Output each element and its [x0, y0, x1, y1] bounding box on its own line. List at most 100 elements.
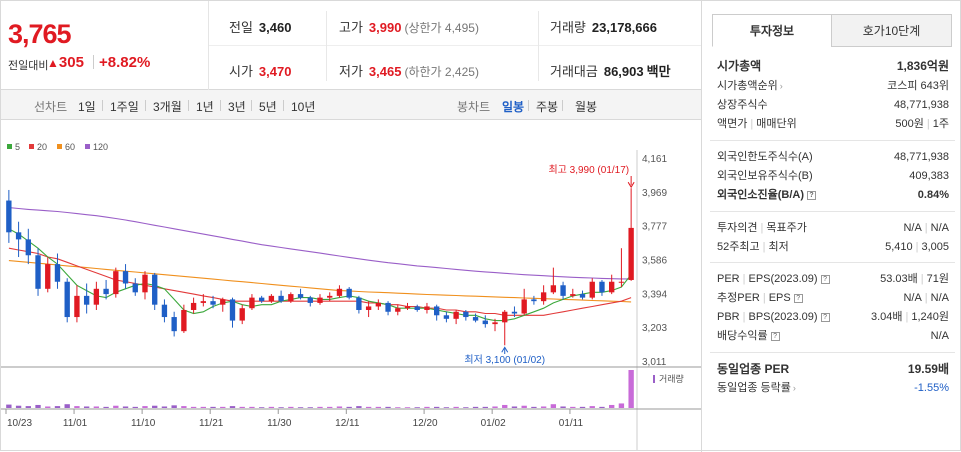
tab-investment-info[interactable]: 투자정보 [712, 14, 832, 47]
current-price-box: 3,765 전일대비 ▲305 +8.82% [1, 1, 209, 90]
candle-body [336, 288, 343, 296]
volume-bar [424, 406, 430, 408]
candle-body [453, 311, 459, 319]
volume-bar [609, 404, 615, 408]
divider [283, 100, 284, 111]
help-icon[interactable]: ? [770, 331, 780, 341]
candle-body [6, 200, 12, 233]
candle-chart-label: 봉차트 [457, 100, 491, 114]
volume-bar [210, 406, 216, 408]
prev-close: 전일 3,460 [229, 20, 292, 35]
trade-amount: 거래대금 86,903 백만 [550, 64, 671, 79]
candle-body [385, 302, 391, 312]
range-1y[interactable]: 1년 [196, 100, 214, 114]
volume-bar [550, 404, 557, 408]
x-tick-label: 11/10 [131, 418, 156, 429]
volume-bar [229, 406, 236, 408]
volume-bar [307, 407, 313, 408]
divider [562, 100, 563, 111]
legend-swatch-20 [29, 144, 34, 149]
line-chart-label: 선차트 [34, 100, 68, 114]
legend-swatch-120 [85, 144, 90, 149]
candle-daily[interactable]: 일봉 [502, 100, 525, 114]
volume-bar [521, 405, 527, 408]
low-arrow-head [501, 346, 509, 353]
range-1d[interactable]: 1일 [78, 100, 96, 114]
y-tick-label: 3,203 [642, 323, 667, 334]
candle-body [25, 239, 31, 256]
volume-bar [278, 407, 284, 408]
volume-bar [181, 406, 187, 408]
52w-row: 52주최고 | 최저 5,410 | 3,005 [717, 241, 949, 253]
candle-body [190, 302, 197, 310]
sector-change-row: 동일업종 등락률 › -1.55% [717, 382, 949, 394]
legend-label-60: 60 [65, 142, 75, 152]
volume-bar [511, 406, 518, 408]
candle-body [45, 264, 51, 289]
high-arrow-head [627, 181, 635, 189]
candle-weekly[interactable]: 주봉 [536, 100, 559, 114]
ma60-line [8, 260, 632, 303]
volume-bar [395, 407, 401, 408]
up-arrow-icon: ▲ [47, 56, 59, 70]
x-tick-label: 11/01 [63, 418, 88, 429]
candle-body [609, 281, 615, 293]
volume-bar [492, 406, 498, 408]
candle-body [414, 306, 420, 310]
volume-bar [268, 406, 275, 408]
divider [710, 211, 955, 212]
candle-body [424, 306, 430, 310]
help-icon[interactable]: ? [807, 190, 816, 200]
candle-body [54, 264, 61, 282]
legend-label-20: 20 [37, 142, 47, 152]
range-3y[interactable]: 3년 [228, 100, 246, 114]
investment-info-panel: 투자정보 호가10단계 시가총액 1,836억원 시가총액순위 › 코스피 643위 … [701, 1, 961, 452]
foreign-ratio-row: 외국인소진율(B/A)? 0.84% [717, 189, 949, 201]
legend-label-5: 5 [15, 142, 20, 152]
divider [220, 100, 221, 111]
foreign-limit-row: 외국인한도주식수(A) 48,771,938 [717, 151, 949, 163]
divider [326, 11, 327, 81]
volume-bar [83, 406, 90, 408]
volume-bar [35, 404, 41, 408]
candle-body [589, 281, 595, 298]
x-tick-label: 12/11 [335, 418, 360, 429]
candle-body [511, 311, 518, 314]
volume-bar [375, 406, 382, 408]
candle-monthly[interactable]: 월봉 [575, 100, 598, 114]
x-tick-label: 10/23 [7, 418, 32, 429]
legend-swatch-60 [57, 144, 62, 149]
help-icon[interactable]: ? [793, 293, 803, 303]
help-icon[interactable]: ? [820, 274, 830, 284]
help-icon[interactable]: ? [820, 312, 830, 322]
x-tick-label: 01/11 [559, 418, 584, 429]
shares-row: 상장주식수 48,771,938 [717, 99, 949, 111]
candle-body [404, 306, 411, 309]
y-tick-label: 3,394 [642, 289, 667, 300]
candle-body [122, 271, 129, 284]
candle-body [142, 274, 148, 293]
divider [209, 45, 701, 46]
candle-body [570, 294, 576, 296]
volume-bar [249, 406, 255, 408]
volume-bar [434, 406, 440, 408]
candle-body [249, 297, 255, 309]
low-annotation: 최저 3,100 (01/02) [464, 354, 545, 366]
high-annotation: 최고 3,990 (01/17) [548, 164, 629, 176]
range-1w[interactable]: 1주일 [110, 100, 139, 114]
foreign-hold-row: 외국인보유주식수(B) 409,383 [717, 170, 949, 182]
divider [145, 100, 146, 111]
candle-body [83, 295, 90, 305]
y-tick-label: 3,011 [642, 357, 667, 368]
candle-body [521, 299, 527, 314]
volume: 거래량 23,178,666 [550, 20, 657, 35]
candle-body [463, 311, 469, 318]
range-5y[interactable]: 5년 [259, 100, 277, 114]
change-percent: +8.82% [99, 54, 151, 71]
candle-body [492, 322, 498, 325]
volume-bar [288, 406, 294, 408]
range-10y[interactable]: 10년 [291, 100, 316, 114]
volume-bar [54, 406, 61, 408]
tab-orderbook[interactable]: 호가10단계 [831, 14, 952, 47]
range-3m[interactable]: 3개월 [153, 100, 182, 114]
